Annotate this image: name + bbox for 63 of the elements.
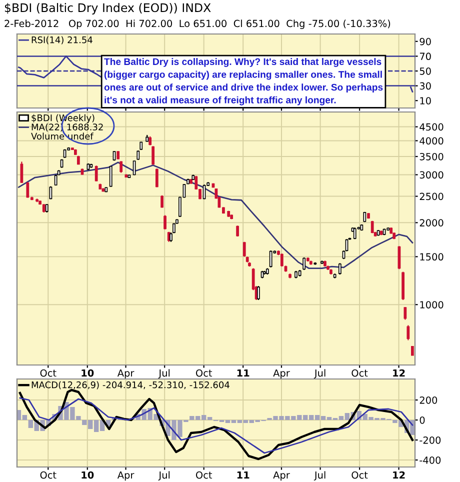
candlestick xyxy=(404,306,407,320)
y-tick-label: 2000 xyxy=(420,219,444,226)
candlestick xyxy=(26,181,30,198)
legend-label: MACD(12,26,9) -204.914, -52.310, -152.604 xyxy=(32,381,230,390)
candlestick xyxy=(164,214,166,230)
x-tick-label: Jul xyxy=(314,369,326,378)
x-tick-label: 11 xyxy=(237,471,250,479)
y-tick-label: 4000 xyxy=(420,137,444,145)
candlestick xyxy=(302,256,306,271)
x-tick-label: Jul xyxy=(314,471,326,480)
chart-subtitle: 2-Feb-2012 Op 702.00 Hi 702.00 Lo 651.00 Cl 651.00 Chg -75.00 (-10.33%) xyxy=(4,20,390,30)
x-tick-label: 12 xyxy=(393,471,405,479)
y-tick-label: 3500 xyxy=(420,152,444,160)
y-tick-label: 30 xyxy=(420,82,431,90)
x-tick-label: Jul xyxy=(158,471,170,480)
x-tick-label: 10 xyxy=(82,471,94,479)
x-tick-label: Jul xyxy=(158,369,170,378)
candlestick xyxy=(109,165,112,188)
candlestick xyxy=(152,146,155,166)
y-tick-label: 1500 xyxy=(420,253,444,261)
line-series xyxy=(19,397,414,454)
candlestick xyxy=(54,174,58,186)
x-tick-label: Apr xyxy=(273,471,290,481)
candlestick xyxy=(257,285,260,301)
chart-title: $BDI (Baltic Dry Index (EOD)) INDX xyxy=(4,3,211,14)
candlestick xyxy=(236,225,239,237)
y-tick-label: 90 xyxy=(420,38,431,46)
candlestick xyxy=(94,165,98,182)
x-tick-label: 10 xyxy=(82,369,94,377)
y-tick-label: -200 xyxy=(420,436,441,444)
annotation: The Baltic Dry is collapsing. Why? It's said that large vessels (bigger cargo capacity) are replacing smaller ones. The small ones are out of service and drive the index lower. So perhaps it's not a valid measure of freight traffic any longer. xyxy=(104,58,383,106)
x-tick-label: Oct xyxy=(352,471,368,479)
x-tick-label: Apr xyxy=(117,369,134,379)
y-tick-label: -400 xyxy=(420,456,441,464)
candlestick xyxy=(338,262,342,276)
line-series xyxy=(18,162,414,269)
annotation: Volume undef xyxy=(31,132,94,140)
candlestick xyxy=(155,168,158,188)
y-tick-label: 1000 xyxy=(420,301,444,308)
y-tick-label: 2500 xyxy=(420,192,444,200)
y-tick-label: 3000 xyxy=(420,171,444,179)
y-tick-label: 200 xyxy=(420,396,438,404)
candlestick xyxy=(269,250,272,268)
y-tick-label: 10 xyxy=(420,97,431,104)
candlestick xyxy=(136,150,140,160)
y-tick-label: 70 xyxy=(420,52,431,60)
candlestick xyxy=(160,194,164,208)
x-tick-label: Oct xyxy=(196,369,212,377)
y-tick-label: 4500 xyxy=(420,123,444,131)
candlestick xyxy=(132,160,136,176)
x-tick-label: Apr xyxy=(117,471,134,481)
x-tick-label: Oct xyxy=(40,471,56,479)
x-tick-label: 11 xyxy=(237,369,250,377)
candlestick xyxy=(406,324,410,341)
x-tick-label: 12 xyxy=(393,369,405,377)
legend-label: RSI(14) 21.54 xyxy=(32,36,92,44)
y-tick-label: 0 xyxy=(420,416,425,424)
x-tick-label: Oct xyxy=(352,369,368,377)
x-tick-label: Oct xyxy=(40,369,56,377)
y-tick-label: 50 xyxy=(420,67,431,75)
line-series xyxy=(18,388,414,460)
x-tick-label: Oct xyxy=(196,471,212,479)
x-tick-label: Apr xyxy=(273,369,290,379)
